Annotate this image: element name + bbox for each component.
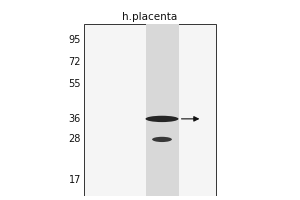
Ellipse shape (152, 137, 172, 142)
Text: 36: 36 (69, 114, 81, 124)
Text: 72: 72 (68, 57, 81, 67)
Bar (84, 24, 216, 196)
Text: 17: 17 (69, 175, 81, 185)
Text: 95: 95 (69, 35, 81, 45)
Text: 28: 28 (69, 134, 81, 144)
Text: 55: 55 (68, 79, 81, 89)
Text: h.placenta: h.placenta (122, 12, 178, 22)
Bar (146, 24, 178, 196)
Ellipse shape (146, 116, 178, 122)
